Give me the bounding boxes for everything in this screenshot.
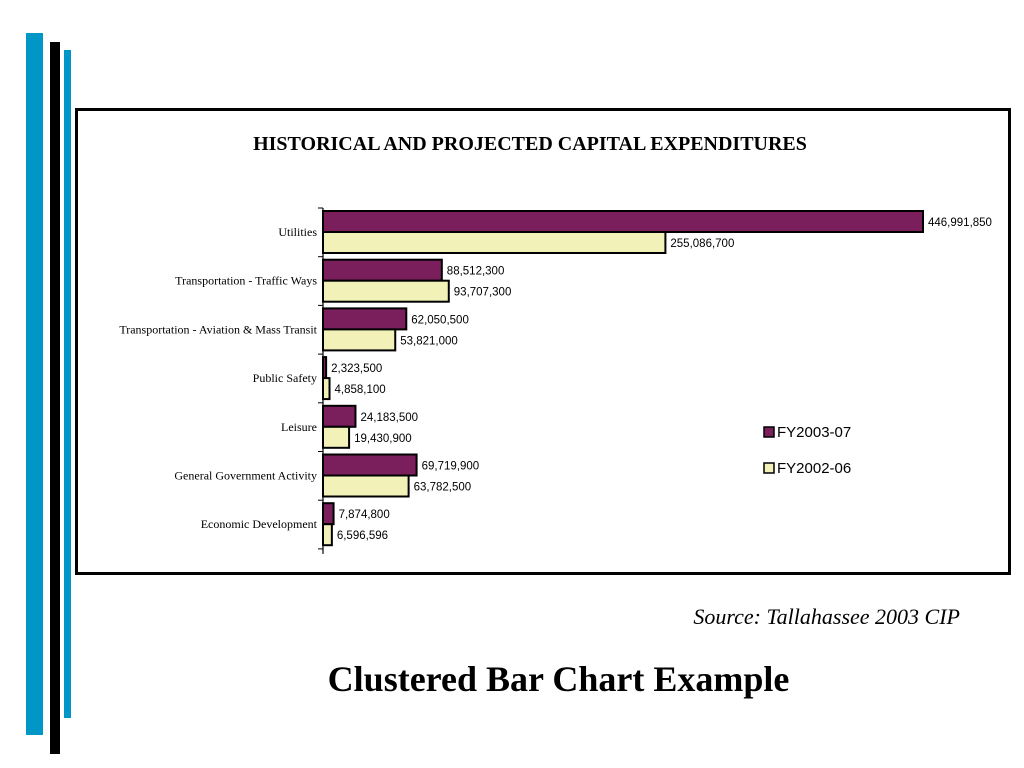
data-label: 446,991,850 bbox=[928, 217, 992, 229]
data-label: 88,512,300 bbox=[447, 266, 505, 278]
category-label: Transportation - Traffic Ways bbox=[175, 274, 317, 288]
data-label: 2,323,500 bbox=[331, 363, 382, 375]
data-label: 255,086,700 bbox=[670, 238, 734, 250]
bar-fy2002-06-leisure bbox=[322, 425, 351, 449]
bar-chart: HISTORICAL AND PROJECTED CAPITAL EXPENDI… bbox=[119, 133, 992, 554]
source-caption: Source: Tallahassee 2003 CIP bbox=[693, 604, 960, 629]
data-label: 24,183,500 bbox=[360, 412, 418, 424]
bar-fy2003-07-public-safety bbox=[322, 356, 328, 380]
category-label: General Government Activity bbox=[174, 469, 317, 483]
bar-fy2003-07-general-government-activity bbox=[322, 453, 418, 477]
data-label: 53,821,000 bbox=[400, 335, 458, 347]
legend-swatch-fy2002-06 bbox=[763, 462, 775, 474]
left-accent-bar-blue-thin bbox=[64, 50, 71, 718]
category-label: Economic Development bbox=[201, 517, 318, 531]
data-label: 63,782,500 bbox=[414, 482, 472, 494]
data-label: 93,707,300 bbox=[454, 287, 512, 299]
data-label: 62,050,500 bbox=[411, 314, 469, 326]
legend: FY2003-07 FY2002-06 bbox=[763, 424, 851, 477]
chart-frame: HISTORICAL AND PROJECTED CAPITAL EXPENDI… bbox=[75, 108, 1011, 575]
bar-fy2002-06-transportation-traffic-ways bbox=[322, 279, 450, 303]
data-label: 4,858,100 bbox=[335, 384, 386, 396]
bar-fy2002-06-transportation-aviation-mass-transit bbox=[322, 328, 397, 352]
bar-fy2003-07-transportation-traffic-ways bbox=[322, 258, 443, 282]
legend-label-fy2002-06: FY2002-06 bbox=[777, 460, 851, 477]
chart-title: HISTORICAL AND PROJECTED CAPITAL EXPENDI… bbox=[253, 133, 807, 155]
slide-title: Clustered Bar Chart Example bbox=[327, 659, 790, 699]
bar-fy2003-07-transportation-aviation-mass-transit bbox=[322, 307, 408, 331]
data-label: 6,596,596 bbox=[337, 530, 388, 542]
bar-fy2002-06-public-safety bbox=[322, 377, 331, 401]
category-label: Public Safety bbox=[253, 371, 317, 385]
plot-area: Utilities 446,991,850 255,086,700 Transport… bbox=[119, 207, 992, 554]
bar-fy2003-07-utilities bbox=[322, 210, 924, 233]
bar-fy2002-06-general-government-activity bbox=[322, 474, 410, 498]
bar-fy2003-07-economic-development bbox=[322, 502, 335, 526]
bar-fy2002-06-economic-development bbox=[322, 523, 333, 547]
data-label: 69,719,900 bbox=[422, 461, 480, 473]
legend-label-fy2003-07: FY2003-07 bbox=[777, 424, 851, 441]
bar-fy2003-07-leisure bbox=[322, 404, 357, 428]
left-accent-bar-blue bbox=[26, 33, 43, 735]
category-label: Transportation - Aviation & Mass Transit bbox=[119, 322, 317, 336]
category-label: Leisure bbox=[281, 420, 317, 434]
category-label: Utilities bbox=[278, 225, 317, 239]
data-label: 19,430,900 bbox=[354, 433, 412, 445]
legend-swatch-fy2003-07 bbox=[763, 426, 775, 438]
data-label: 7,874,800 bbox=[339, 509, 390, 521]
bar-fy2002-06-utilities bbox=[322, 231, 667, 254]
left-accent-bar-black bbox=[50, 42, 60, 754]
